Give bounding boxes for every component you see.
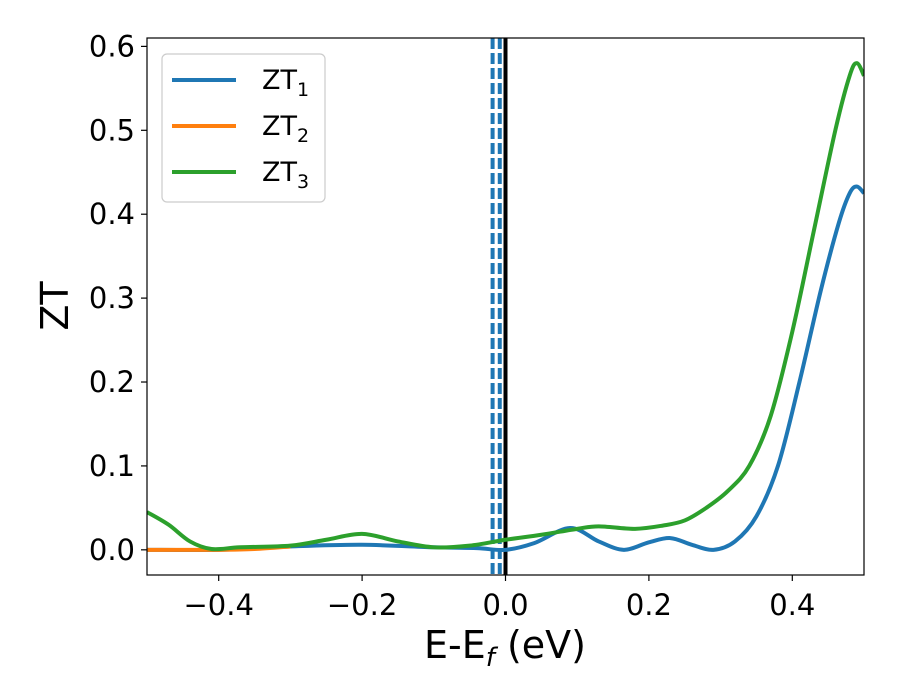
- y-axis-ticks: 0.0 0.1 0.2 0.3 0.4 0.5 0.6: [89, 29, 147, 567]
- legend-box: [161, 53, 326, 203]
- legend-label-1: ZT1: [262, 65, 309, 101]
- x-axis-ticks: −0.4 −0.2 0.0 0.2 0.4: [183, 575, 815, 622]
- legend: ZT1 ZT2 ZT3: [161, 53, 326, 203]
- y-tick-label: 0.4: [89, 197, 135, 231]
- legend-label-3: ZT3: [262, 157, 309, 193]
- series-line-3: [147, 61, 864, 552]
- x-tick-label: −0.4: [183, 588, 253, 622]
- x-axis-label: E-Ef (eV): [424, 623, 586, 673]
- y-tick-label: 0.3: [89, 281, 135, 315]
- x-tick-label: −0.2: [327, 588, 397, 622]
- y-tick-label: 0.1: [89, 449, 135, 483]
- x-tick-label: 0.0: [482, 588, 528, 622]
- legend-label-2: ZT2: [262, 111, 309, 147]
- plot-contents: [147, 38, 864, 575]
- series-line-1: [147, 184, 864, 553]
- y-tick-label: 0.2: [89, 365, 135, 399]
- y-tick-label: 0.6: [89, 29, 135, 63]
- y-tick-label: 0.5: [89, 113, 135, 147]
- x-tick-label: 0.2: [626, 588, 672, 622]
- x-tick-label: 0.4: [769, 588, 815, 622]
- y-tick-label: 0.0: [89, 533, 135, 567]
- y-axis-label: ZT: [33, 281, 77, 331]
